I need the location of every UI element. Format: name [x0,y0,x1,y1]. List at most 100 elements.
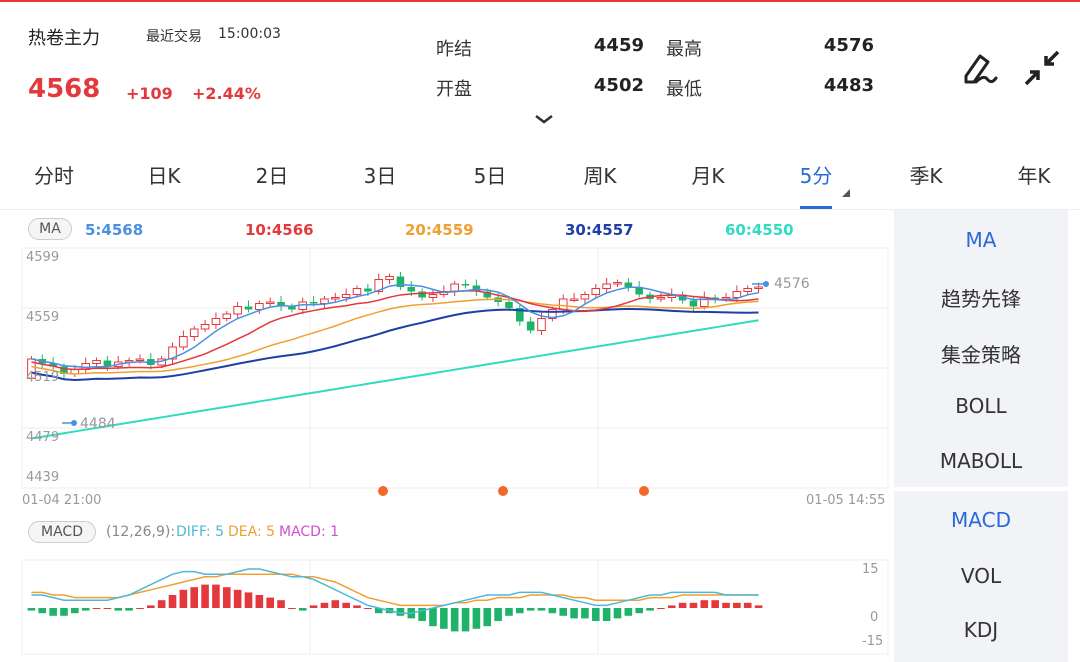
end-time-label: 01-05 14:55 [806,493,886,508]
candle-body [624,282,633,287]
y-tick: 4479 [26,430,60,445]
macd-bar [190,587,199,608]
candle-body [483,291,492,298]
side-macd[interactable]: MACD [951,508,1011,532]
candle-body [222,313,232,319]
tab-3day[interactable]: 3日 [363,164,397,188]
macd-bar [440,608,448,629]
macd-bar [505,608,513,616]
ma10-value: 10:4566 [245,221,314,239]
macd-bar [92,608,101,609]
candle-body [732,291,742,298]
candle-body [103,360,112,367]
macd-bar [125,608,133,611]
candle-body [189,328,199,337]
candle-body [277,302,285,307]
high-value: 4576 [823,35,874,56]
high-label: 4576 [774,276,810,292]
tab-timeshare[interactable]: 分时 [34,164,74,188]
y-tick: 4599 [26,250,60,265]
macd-bar [298,608,307,611]
tab-dropdown-icon[interactable] [840,182,850,197]
y-tick: 4559 [26,310,60,325]
macd-bar [222,587,231,608]
tab-month-k[interactable]: 月K [691,164,725,188]
candle-body [602,283,611,289]
macd-bar [494,608,502,621]
macd-bar [429,608,437,627]
trade-label: 最近交易 [146,29,202,45]
price-change: +109 [126,84,173,103]
macd-bar [581,608,589,619]
open-label: 开盘 [436,79,472,100]
side-vol[interactable]: VOL [960,564,1002,588]
candle-body [754,286,763,289]
macd-histogram [27,584,763,632]
macd-bar [418,608,426,621]
candle-body [450,283,459,292]
side-boll[interactable]: BOLL [955,394,1007,418]
candle-body [352,288,362,295]
ma30-line [31,307,759,382]
macd-bar [591,608,600,621]
macd-bar [570,608,578,619]
macd-bar [559,608,568,616]
macd-indicator-pill[interactable]: MACD [28,521,96,543]
pen-draw-icon[interactable] [956,46,1000,90]
macd-diff-value: DIFF: 5 [176,524,225,540]
candle-body [309,302,318,304]
tab-week-k[interactable]: 周K [583,164,617,188]
candle-body [288,306,296,310]
macd-bar [396,608,405,616]
macd-y-tick: 0 [870,610,879,625]
indicator-sidebar: MA 趋势先锋 集金策略 BOLL MABOLL MACD VOL KDJ [894,210,1068,662]
tab-5min[interactable]: 5分 [799,164,833,188]
low-label: 4484 [80,416,116,432]
macd-bar [537,608,546,611]
macd-bar [320,602,329,608]
macd-bar [743,602,752,608]
macd-bar [233,589,242,608]
side-maboll[interactable]: MABOLL [939,449,1023,473]
side-ma[interactable]: MA [965,228,997,252]
candle-body [49,363,57,367]
macd-chart[interactable] [0,546,894,656]
macd-bar [288,608,296,609]
macd-params: (12,26,9): [106,524,176,540]
candle-body [548,309,557,319]
macd-bar [255,595,264,608]
ma30-value: 30:4557 [565,221,634,239]
low-value: 4483 [823,75,874,96]
macd-bar [103,608,112,609]
tab-5day[interactable]: 5日 [473,164,507,188]
collapse-arrows-icon[interactable] [1020,46,1064,90]
candle-body [211,318,221,325]
side-kdj[interactable]: KDJ [963,618,999,642]
chevron-down-icon[interactable] [532,112,556,126]
tab-season-k[interactable]: 季K [909,164,943,188]
macd-bar [81,608,90,611]
macd-y-tick: -15 [862,634,884,649]
candle-body [613,282,622,285]
kline-chart[interactable] [0,240,894,520]
tab-day-k[interactable]: 日K [147,164,181,188]
candle-body [374,279,384,292]
candle-body [689,300,698,307]
ma10-line [31,290,759,371]
ma20-value: 20:4559 [405,221,474,239]
side-trend[interactable]: 趋势先锋 [941,287,1021,311]
macd-bar [244,592,253,608]
tab-2day[interactable]: 2日 [255,164,289,188]
high-marker [752,281,769,287]
tab-year-k[interactable]: 年K [1017,164,1051,188]
side-jijin[interactable]: 集金策略 [941,343,1021,367]
macd-bar [472,608,481,629]
candle-body [656,297,666,300]
candle-body [407,287,416,292]
kline-candles [27,272,763,382]
macd-bar [526,608,535,611]
ma-indicator-pill[interactable]: MA [28,218,72,240]
macd-bar [49,608,57,616]
candle-body [200,324,210,330]
candle-body [428,294,438,298]
